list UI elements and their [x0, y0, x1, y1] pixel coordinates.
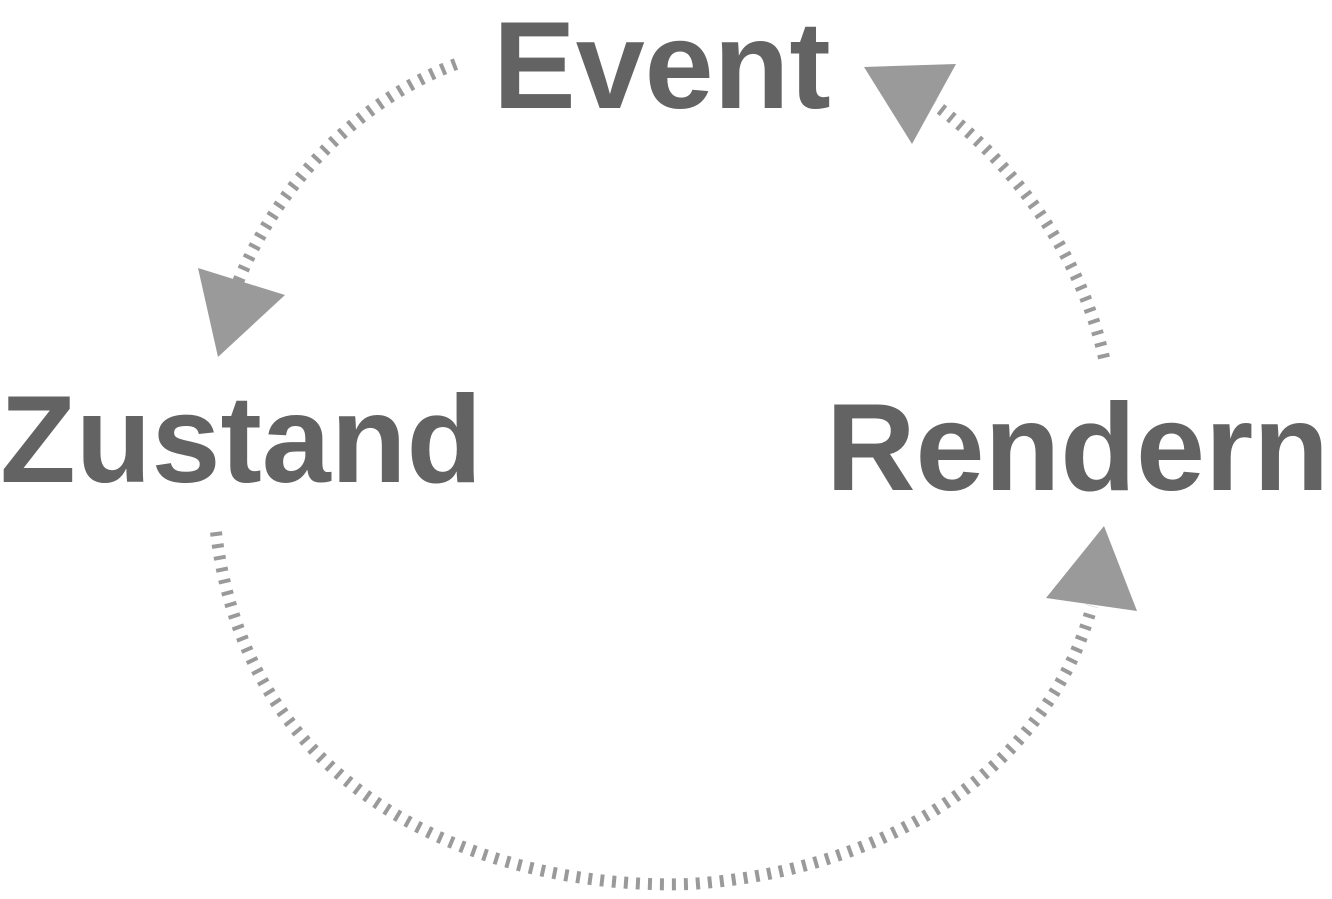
node-rendern: Rendern [826, 379, 1329, 517]
node-event: Event [493, 0, 831, 135]
arrowhead-zustand [198, 268, 285, 357]
arrow-rendern-to-event [930, 99, 1110, 360]
arrow-zustand-to-rendern [210, 531, 1098, 891]
arrow-event-to-zustand [232, 58, 459, 285]
arrowhead-event [864, 64, 956, 144]
node-zustand: Zustand [0, 371, 483, 509]
arrowhead-rendern [1046, 526, 1137, 611]
